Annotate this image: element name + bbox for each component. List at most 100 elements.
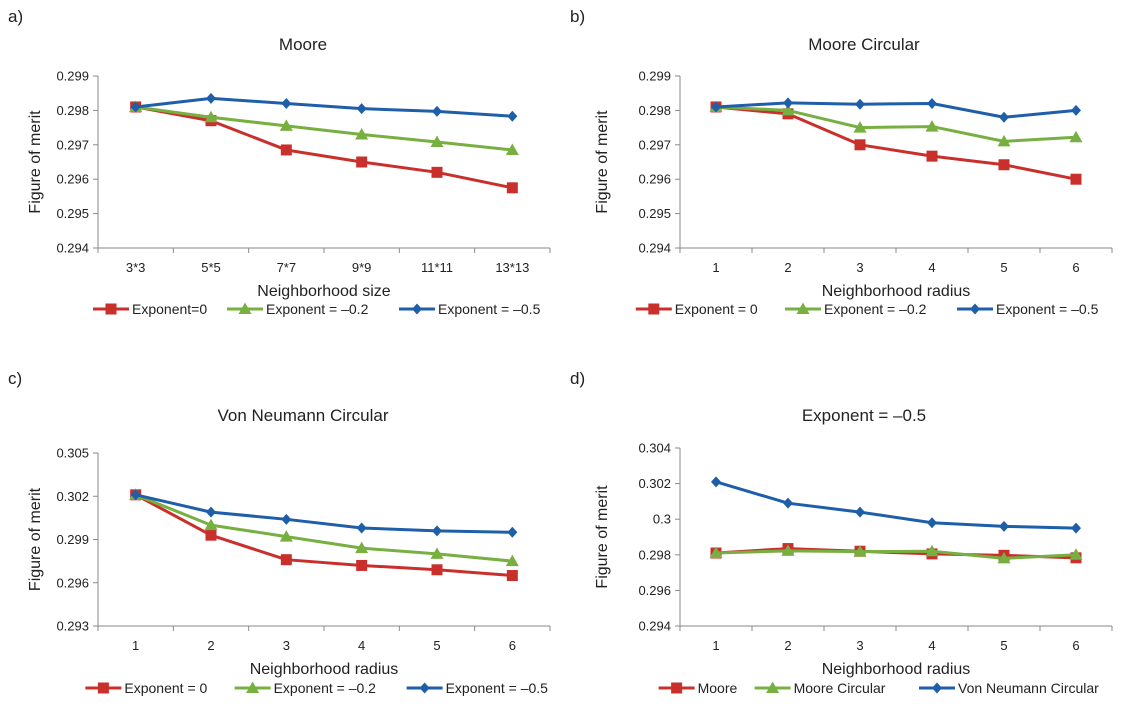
data-point [356,103,367,115]
data-point [507,110,518,122]
legend-swatch-marker [246,681,260,693]
legend-swatch-marker [796,302,810,314]
data-point [279,530,293,542]
legend-swatch-marker [932,682,942,694]
y-axis-label: Figure of merit [27,487,44,591]
data-point [855,506,865,518]
legend-item-0: Exponent=0 [93,301,207,317]
data-point [999,111,1009,123]
data-point [854,139,866,151]
series-2 [711,97,1081,123]
x-tick-label: 4 [928,638,935,653]
data-point [355,541,369,554]
data-point [130,101,141,113]
x-tick-label: 5 [433,638,440,653]
data-point [355,127,369,140]
series-2 [130,489,518,538]
chart-panel-d: d) Exponent = –0.5 0.294 0.296 0.298 0.3 0.302… [570,369,1113,696]
x-tick-label: 1 [712,638,719,653]
legend-item-0: Moore [658,680,737,696]
x-tick-label: 5 [1000,638,1007,653]
legend: Exponent = 0 Exponent = –0.2 Exponent = –0… [635,301,1099,317]
x-tick-label: 1 [712,260,719,275]
x-tick-label: 6 [509,638,516,653]
x-tick-label: 9*9 [352,260,372,275]
legend-swatch-marker [970,303,980,315]
y-tick-label: 0.304 [638,441,671,456]
legend-label: Exponent = –0.2 [824,301,927,317]
x-axis-label: Neighborhood size [257,283,391,300]
data-point [506,570,518,582]
data-point [927,517,937,529]
series-line [715,105,1077,143]
data-point [432,105,442,117]
series-line [135,493,513,563]
data-point [781,544,795,556]
data-point [505,143,519,155]
x-tick-label: 2 [207,638,214,653]
legend-item-1: Exponent = –0.2 [227,301,369,317]
data-point [505,554,519,567]
data-point [1070,173,1082,185]
data-point [711,101,721,113]
data-point [431,166,443,178]
legend-item-2: Exponent = –0.5 [399,301,541,317]
y-tick-label: 0.296 [638,583,671,598]
legend-swatch-marker [648,303,660,315]
data-point [506,182,518,194]
data-point [431,564,443,576]
x-tick-label: 4 [358,638,365,653]
legend-swatch-marker [105,303,117,315]
x-tick-label: 4 [928,260,935,275]
data-point [1071,522,1081,534]
y-tick-label: 0.294 [56,241,89,256]
data-point [206,506,216,518]
y-axis-label: Figure of merit [594,110,611,214]
x-tick-label: 7*7 [277,260,297,275]
legend-label: Exponent = 0 [124,680,207,696]
x-tick-label: 3 [283,638,290,653]
panel-label: d) [570,369,585,388]
data-point [997,134,1011,147]
data-point [853,545,867,557]
data-point [925,120,939,132]
data-point [279,119,293,131]
y-tick-label: 0.299 [56,532,89,547]
chart-panel-c: c) Von Neumann Circular 0.293 0.296 0.299 0.3… [8,369,551,696]
x-tick-label: 6 [1072,260,1079,275]
series-1 [129,100,519,155]
legend-swatch-marker [419,682,430,694]
x-axis-label: Neighborhood radius [822,283,971,300]
x-tick-label: 3 [856,260,863,275]
y-tick-label: 0.293 [56,619,89,634]
y-tick-label: 0.296 [638,172,671,187]
y-tick-label: 0.299 [638,69,671,84]
x-tick-label: 2 [784,260,791,275]
series-0 [130,489,518,582]
chart-title: Exponent = –0.5 [802,406,926,425]
series-line [715,101,1077,119]
legend-label: Exponent = –0.5 [996,301,1099,317]
y-tick-label: 0.297 [56,137,89,152]
data-point [206,92,216,104]
legend-item-2: Exponent = –0.5 [406,680,548,696]
y-tick-label: 0.294 [638,619,671,634]
data-point [997,551,1011,564]
data-point [204,110,218,123]
data-point [927,98,937,110]
series-1 [709,544,1083,564]
legend-item-0: Exponent = 0 [635,301,758,317]
chart-panel-b: b) Moore Circular 0.294 0.295 0.296 0.297 0.29… [570,7,1113,317]
data-point [356,522,367,534]
legend: Exponent=0 Exponent = –0.2 Exponent = –0.5 [93,301,541,317]
y-tick-label: 0.294 [638,241,671,256]
series-line [135,96,513,118]
data-point [711,476,721,488]
legend-label: Von Neumann Circular [958,680,1099,696]
data-point [205,529,217,541]
y-tick-label: 0.298 [638,547,671,562]
series-line [715,549,1077,560]
data-point [430,135,444,148]
